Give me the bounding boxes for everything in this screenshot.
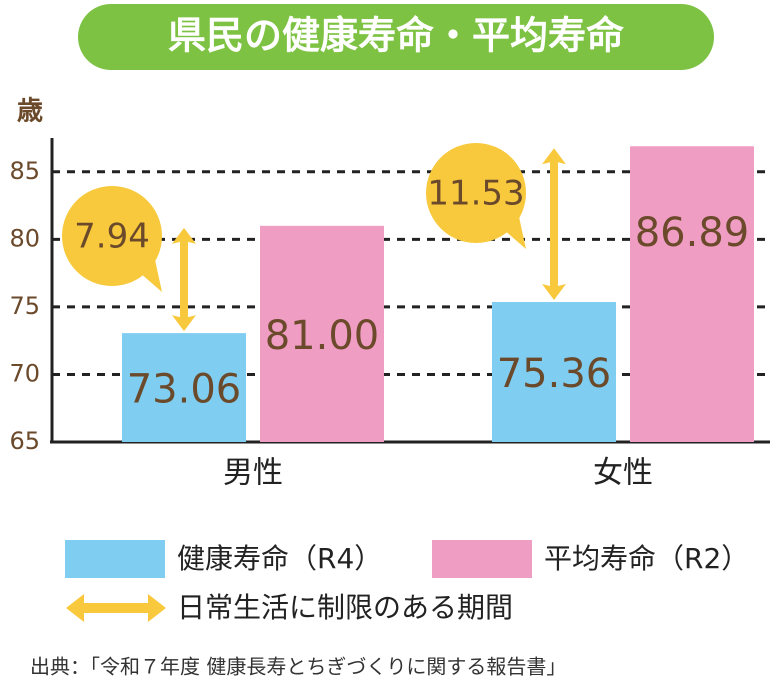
y-tick-label: 65 [9, 427, 40, 455]
title-pill [78, 4, 714, 70]
difference-arrow [542, 148, 566, 301]
y-tick-label: 70 [9, 359, 40, 387]
bar [492, 302, 616, 442]
difference-arrow [172, 227, 196, 332]
bar [122, 333, 246, 442]
value-label: 73.06 [127, 367, 242, 413]
legend-label: 平均寿命（R2） [544, 542, 749, 575]
difference-label: 7.94 [74, 217, 150, 257]
y-tick-label: 75 [9, 292, 40, 320]
y-tick-label: 80 [9, 224, 40, 252]
difference-bubble [62, 186, 162, 286]
chart-title: 県民の健康寿命・平均寿命 [168, 14, 624, 58]
value-label: 75.36 [497, 351, 612, 397]
value-label: 81.00 [265, 313, 380, 359]
legend-label: 健康寿命（R4） [177, 542, 382, 575]
difference-bubble [426, 143, 526, 243]
y-tick-label: 85 [9, 157, 40, 185]
bar [260, 225, 384, 442]
source: 出典：「令和７年度 健康長寿とちぎづくりに関する報告書」 [30, 655, 566, 679]
y-axis-label: 歳 [17, 97, 43, 127]
legend-swatch [65, 540, 165, 578]
difference-label: 11.53 [427, 174, 524, 214]
x-tick-label: 女性 [593, 456, 653, 491]
value-label: 86.89 [635, 210, 750, 256]
x-tick-label: 男性 [223, 456, 283, 491]
legend-arrow [66, 594, 166, 622]
legend-label: 日常生活に制限のある期間 [177, 591, 513, 624]
legend-swatch [432, 540, 532, 578]
bar [630, 146, 754, 443]
